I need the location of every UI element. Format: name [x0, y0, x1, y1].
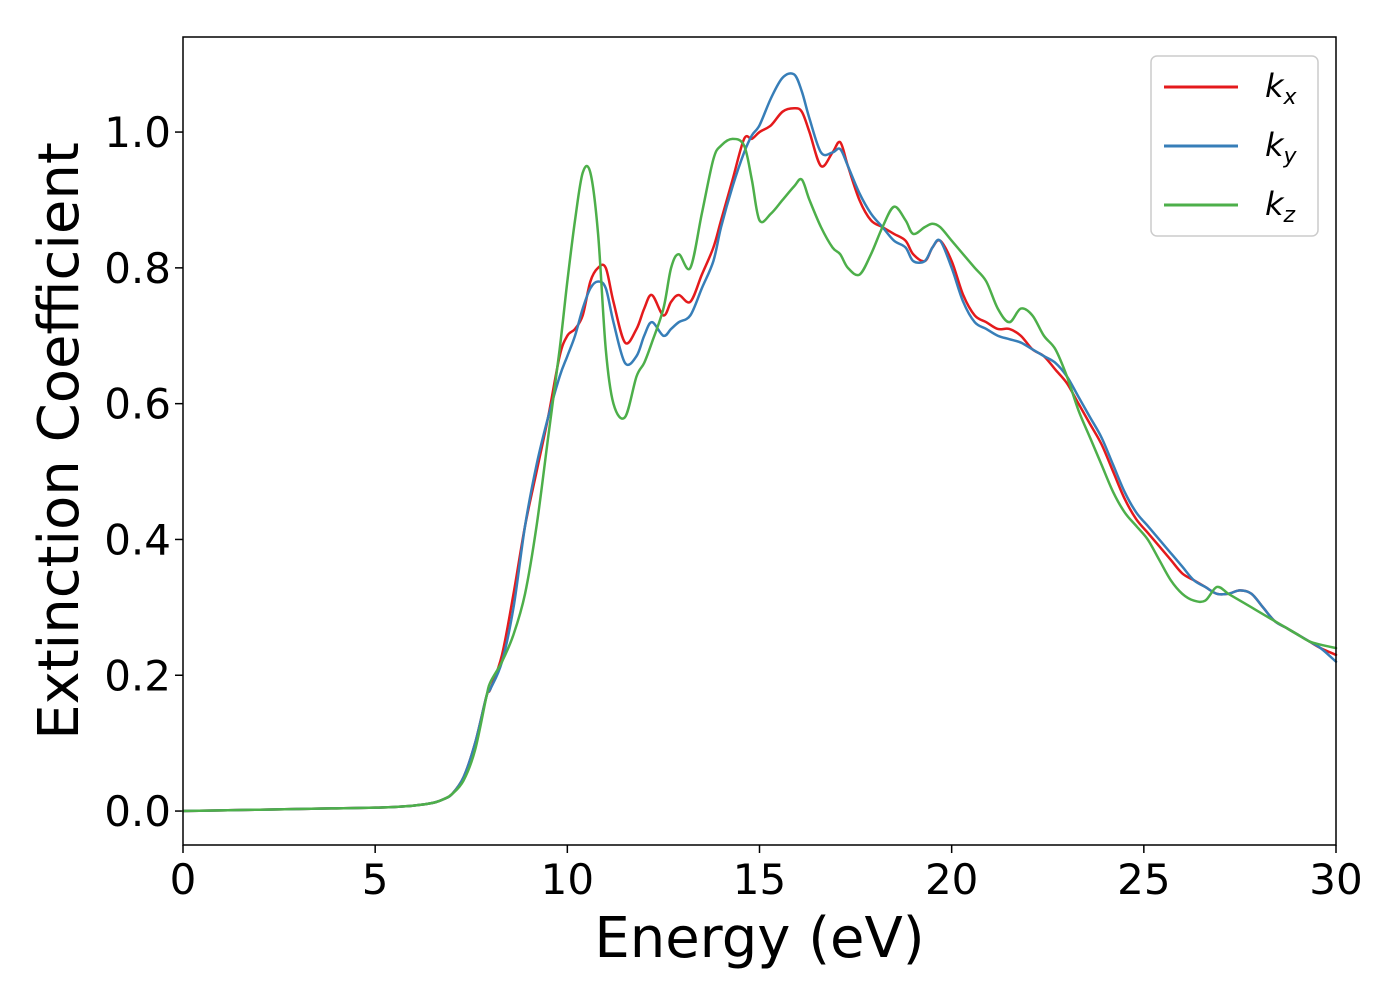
x-tick-label: 10: [541, 855, 594, 904]
legend-label-subscript: z: [1283, 203, 1296, 228]
y-tick-label: 0.6: [104, 380, 171, 429]
y-tick-label: 0.4: [104, 515, 171, 564]
legend-label-subscript: x: [1283, 85, 1298, 110]
x-tick-label: 30: [1309, 855, 1362, 904]
y-tick-label: 0.2: [104, 651, 171, 700]
legend-label-subscript: y: [1283, 144, 1298, 169]
y-axis-title: Extinction Coefficient: [27, 142, 92, 740]
x-tick-label: 25: [1117, 855, 1170, 904]
x-axis-ticks: 0 5 10 15 20 25 30: [170, 845, 1363, 904]
x-tick-label: 0: [170, 855, 197, 904]
x-tick-label: 5: [362, 855, 389, 904]
legend-label-k-x: kx: [1265, 67, 1298, 110]
y-tick-label: 1.0: [104, 108, 171, 157]
x-tick-label: 20: [925, 855, 978, 904]
y-axis-ticks: 0.0 0.2 0.4 0.6 0.8 1.0: [104, 108, 183, 836]
legend-label-k-y: ky: [1265, 126, 1298, 169]
y-tick-label: 0.0: [104, 787, 171, 836]
legend-label-main: k: [1265, 185, 1285, 223]
series-line-k-y: [181, 72, 1338, 813]
x-axis-title: Energy (eV): [594, 906, 924, 971]
series-line-k-x: [181, 107, 1338, 813]
y-tick-label: 0.8: [104, 244, 171, 293]
plot-area-frame: [182, 36, 1337, 846]
legend-label-main: k: [1265, 67, 1285, 105]
legend-label-k-z: kz: [1265, 185, 1296, 228]
legend-label-main: k: [1265, 126, 1285, 164]
x-tick-label: 15: [733, 855, 786, 904]
series-layer: [181, 72, 1338, 813]
series-line-k-z: [181, 137, 1338, 813]
